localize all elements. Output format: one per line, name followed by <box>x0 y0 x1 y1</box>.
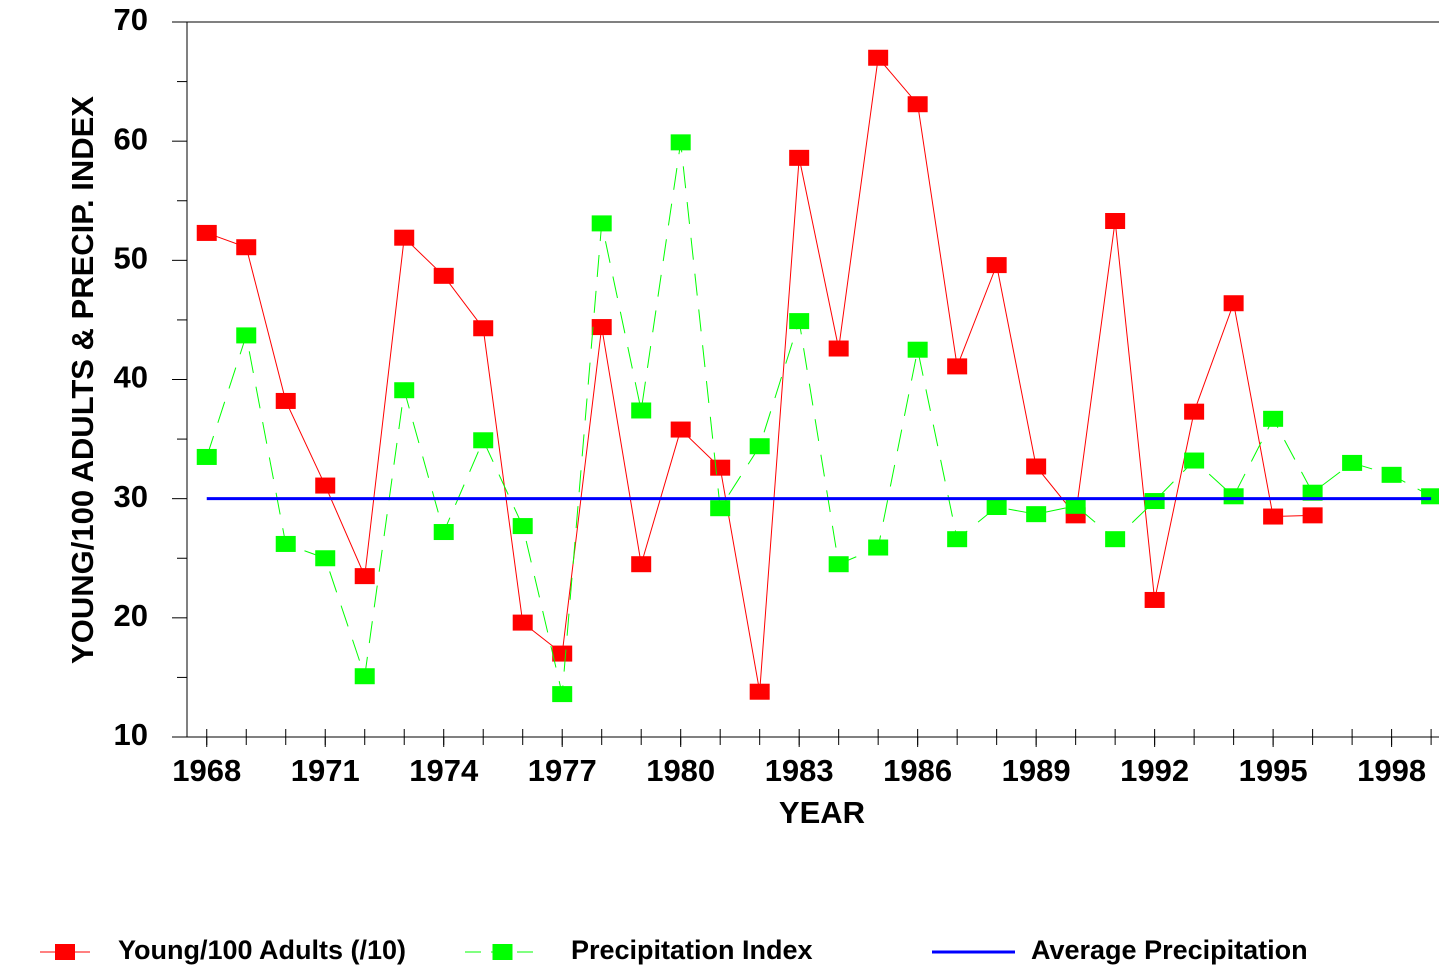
x-tick-label: 1992 <box>1120 753 1189 788</box>
legend-marker <box>55 944 75 960</box>
series-marker <box>394 229 415 246</box>
series-marker <box>1065 497 1086 514</box>
series-marker <box>1302 484 1323 501</box>
series-marker <box>1105 213 1126 230</box>
series-marker <box>986 499 1007 516</box>
series-marker <box>907 96 928 113</box>
x-axis-title: YEAR <box>779 795 865 830</box>
x-tick-label: 1980 <box>646 753 715 788</box>
series-marker <box>631 556 652 573</box>
x-tick-label: 1989 <box>1002 753 1071 788</box>
series-marker <box>828 556 849 573</box>
series-marker <box>670 421 691 438</box>
x-tick-label: 1977 <box>528 753 597 788</box>
series-marker <box>1263 410 1284 427</box>
series-marker <box>591 319 612 336</box>
x-tick-label: 1971 <box>291 753 360 788</box>
y-tick-label: 20 <box>114 598 148 633</box>
y-tick-label: 40 <box>114 360 148 395</box>
series-marker <box>275 535 296 552</box>
legend-label: Young/100 Adults (/10) <box>118 935 406 965</box>
series-marker <box>236 239 257 256</box>
series-marker <box>1144 591 1165 608</box>
series-marker <box>947 531 968 548</box>
series-marker <box>986 257 1007 274</box>
series-marker <box>828 340 849 357</box>
x-tick-label: 1974 <box>409 753 479 788</box>
y-tick-label: 30 <box>114 479 148 514</box>
series-marker <box>1302 507 1323 524</box>
series-marker <box>315 477 336 494</box>
x-tick-label: 1983 <box>765 753 834 788</box>
y-tick-label: 10 <box>114 717 148 752</box>
x-tick-label: 1998 <box>1357 753 1426 788</box>
series-marker <box>1223 488 1244 505</box>
series-marker <box>947 358 968 375</box>
series-marker <box>1184 403 1205 420</box>
series-marker <box>789 313 810 330</box>
series-marker <box>1144 493 1165 510</box>
series-marker <box>591 215 612 232</box>
series-marker <box>1026 458 1047 475</box>
series-marker <box>433 267 454 284</box>
x-tick-label: 1986 <box>883 753 952 788</box>
series-marker <box>236 327 257 344</box>
y-tick-label: 70 <box>114 2 148 37</box>
series-marker <box>710 500 731 517</box>
series-marker <box>512 614 533 631</box>
series-marker <box>1184 452 1205 469</box>
series-marker <box>868 539 889 556</box>
series-marker <box>196 448 217 465</box>
series-marker <box>907 341 928 358</box>
y-tick-label: 60 <box>114 121 148 156</box>
series-line <box>206 142 1432 695</box>
series-marker <box>749 438 770 455</box>
series-marker <box>631 402 652 419</box>
series-marker <box>394 382 415 399</box>
series-marker <box>315 550 336 567</box>
series-marker <box>275 392 296 409</box>
series-marker <box>433 524 454 541</box>
series-marker <box>1421 488 1439 505</box>
series-marker <box>1026 506 1047 523</box>
x-tick-label: 1995 <box>1239 753 1308 788</box>
series-marker <box>552 645 573 662</box>
series-marker <box>1263 508 1284 525</box>
series-marker <box>749 683 770 700</box>
series-marker <box>512 518 533 535</box>
series-marker <box>868 49 889 66</box>
y-tick-label: 50 <box>114 241 148 276</box>
series-marker <box>196 224 217 241</box>
y-axis-title: YOUNG/100 ADULTS & PRECIP. INDEX <box>65 96 100 664</box>
legend-label: Precipitation Index <box>571 935 813 965</box>
series-marker <box>670 134 691 151</box>
series-marker <box>710 459 731 476</box>
series-marker <box>1105 531 1126 548</box>
legend-label: Average Precipitation <box>1031 935 1308 965</box>
series-marker <box>789 149 810 166</box>
series-marker <box>1342 454 1363 471</box>
series-marker <box>354 568 375 585</box>
series-marker <box>552 686 573 703</box>
legend-marker <box>492 944 513 960</box>
series-marker <box>1381 466 1402 483</box>
series-marker <box>473 320 494 337</box>
series-marker <box>1223 295 1244 312</box>
series-marker <box>354 668 375 685</box>
series-marker <box>473 432 494 449</box>
x-tick-label: 1968 <box>172 753 241 788</box>
